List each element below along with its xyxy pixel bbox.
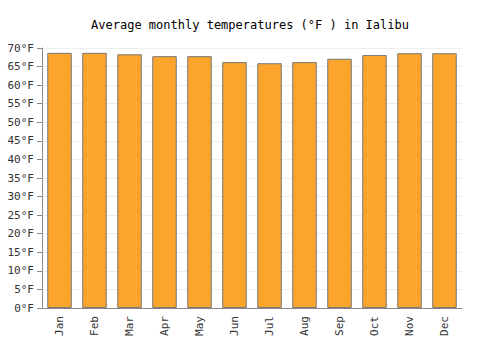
- svg-text:Average monthly temperatures (: Average monthly temperatures (°F ) in Ia…: [91, 18, 409, 32]
- svg-text:Feb: Feb: [88, 316, 101, 336]
- svg-text:70°F: 70°F: [8, 42, 35, 55]
- svg-text:65°F: 65°F: [8, 60, 35, 73]
- svg-text:5°F: 5°F: [14, 283, 34, 296]
- svg-text:60°F: 60°F: [8, 79, 35, 92]
- svg-text:40°F: 40°F: [8, 153, 35, 166]
- svg-text:Dec: Dec: [438, 316, 451, 336]
- svg-text:Mar: Mar: [123, 316, 136, 336]
- svg-text:Oct: Oct: [368, 316, 381, 336]
- svg-text:50°F: 50°F: [8, 116, 35, 129]
- svg-text:May: May: [193, 316, 206, 336]
- svg-text:35°F: 35°F: [8, 172, 35, 185]
- svg-text:25°F: 25°F: [8, 209, 35, 222]
- svg-text:Apr: Apr: [158, 316, 171, 336]
- svg-text:Jun: Jun: [228, 316, 241, 336]
- svg-text:20°F: 20°F: [8, 227, 35, 240]
- svg-text:55°F: 55°F: [8, 97, 35, 110]
- svg-text:Jul: Jul: [263, 316, 276, 336]
- svg-text:30°F: 30°F: [8, 190, 35, 203]
- svg-text:Jan: Jan: [53, 316, 66, 336]
- svg-text:0°F: 0°F: [14, 302, 34, 315]
- svg-text:Nov: Nov: [403, 316, 416, 336]
- svg-text:45°F: 45°F: [8, 134, 35, 147]
- svg-text:15°F: 15°F: [8, 246, 35, 259]
- svg-text:Sep: Sep: [333, 316, 346, 336]
- svg-text:10°F: 10°F: [8, 264, 35, 277]
- svg-text:Aug: Aug: [298, 316, 311, 336]
